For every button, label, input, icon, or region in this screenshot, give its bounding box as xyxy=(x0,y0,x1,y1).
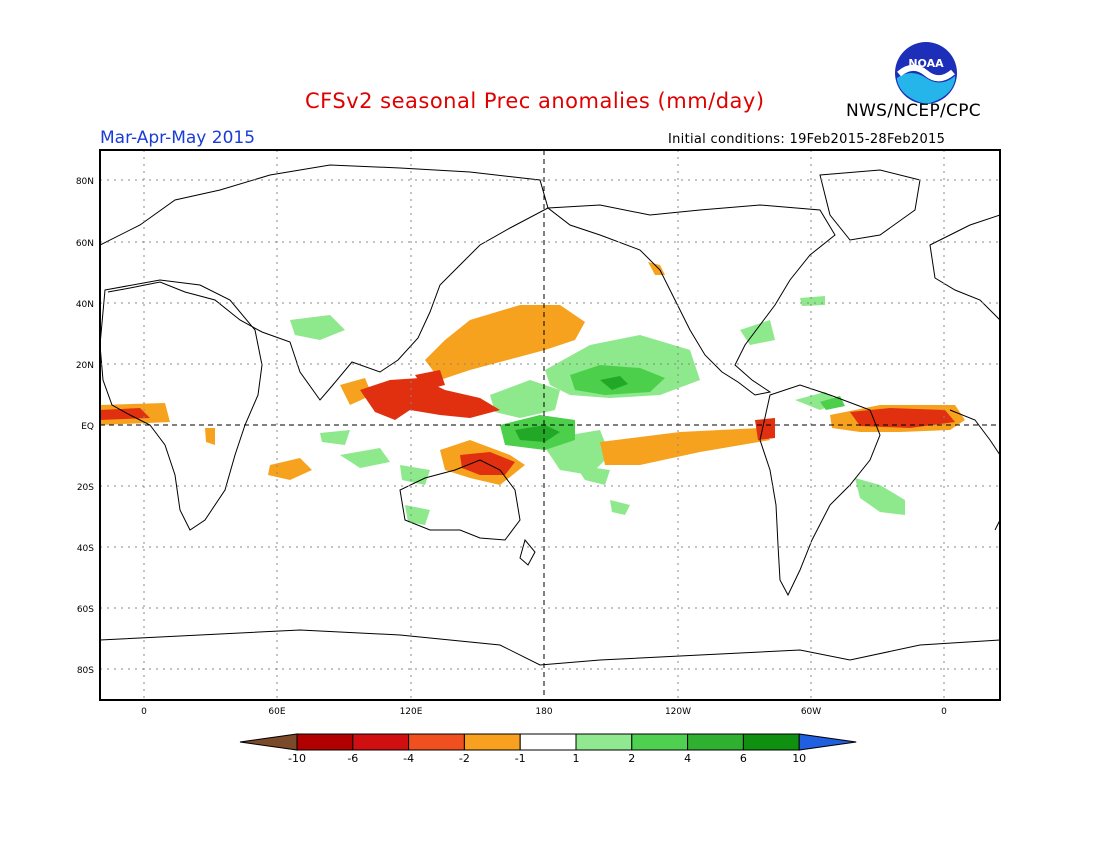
lat-label: 20N xyxy=(76,361,94,371)
lon-label: 60W xyxy=(801,707,821,717)
dry-strong-areas xyxy=(100,370,955,475)
colorbar-arrow-low xyxy=(239,733,298,751)
colorbar-tick-label: -4 xyxy=(403,752,414,765)
colorbar-box xyxy=(631,733,689,751)
lat-label: 80N xyxy=(76,177,94,187)
lon-label: 120E xyxy=(400,707,423,717)
colorbar-box xyxy=(742,733,800,751)
lat-label: 20S xyxy=(77,483,94,493)
colorbar-box xyxy=(296,733,354,751)
lat-label: 60N xyxy=(76,239,94,249)
lat-label: 40S xyxy=(77,544,94,554)
colorbar-tick-label: 10 xyxy=(792,752,806,765)
colorbar-box xyxy=(575,733,633,751)
season-label: Mar-Apr-May 2015 xyxy=(100,128,256,148)
colorbar-box xyxy=(408,733,465,751)
graticule xyxy=(100,150,1000,700)
colorbar-tick-label: -6 xyxy=(347,752,358,765)
colorbar-box xyxy=(687,733,744,751)
latitude-labels: 80N 60N 40N 20N EQ 20S 40S 60S 80S xyxy=(76,177,94,676)
colorbar-arrow-high xyxy=(798,733,857,751)
colorbar-box xyxy=(352,733,410,751)
colorbar-tick-label: -10 xyxy=(288,752,306,765)
colorbar-box xyxy=(463,733,521,751)
agency-label: NWS/NCEP/CPC xyxy=(846,101,981,121)
noaa-logo: NOAA xyxy=(893,40,959,106)
lon-label: 180 xyxy=(535,707,552,717)
colorbar-tick-label: 6 xyxy=(740,752,747,765)
lon-label: 0 xyxy=(941,707,947,717)
chart-title: CFSv2 seasonal Prec anomalies (mm/day) xyxy=(305,89,765,113)
colorbar-tick-label: -1 xyxy=(515,752,526,765)
svg-text:NOAA: NOAA xyxy=(908,57,944,70)
reference-lines xyxy=(100,150,1000,700)
lat-label: 40N xyxy=(76,300,94,310)
lon-label: 0 xyxy=(141,707,147,717)
lon-label: 120W xyxy=(665,707,691,717)
colorbar-box xyxy=(519,733,577,751)
wet-strong-areas xyxy=(515,376,628,442)
colorbar-tick-label: -2 xyxy=(459,752,470,765)
lat-label: EQ xyxy=(81,422,94,432)
coastlines xyxy=(100,164,1000,666)
colorbar-tick-label: 2 xyxy=(628,752,635,765)
lon-label: 60E xyxy=(268,707,285,717)
anomaly-fields xyxy=(100,262,965,525)
lat-label: 80S xyxy=(77,666,94,676)
initial-conditions-label: Initial conditions: 19Feb2015-28Feb2015 xyxy=(668,132,946,147)
colorbar-tick-label: 1 xyxy=(573,752,580,765)
lat-label: 60S xyxy=(77,605,94,615)
colorbar-tick-label: 4 xyxy=(684,752,691,765)
longitude-labels: 0 60E 120E 180 120W 60W 0 xyxy=(141,707,947,717)
map-frame xyxy=(99,149,1001,701)
